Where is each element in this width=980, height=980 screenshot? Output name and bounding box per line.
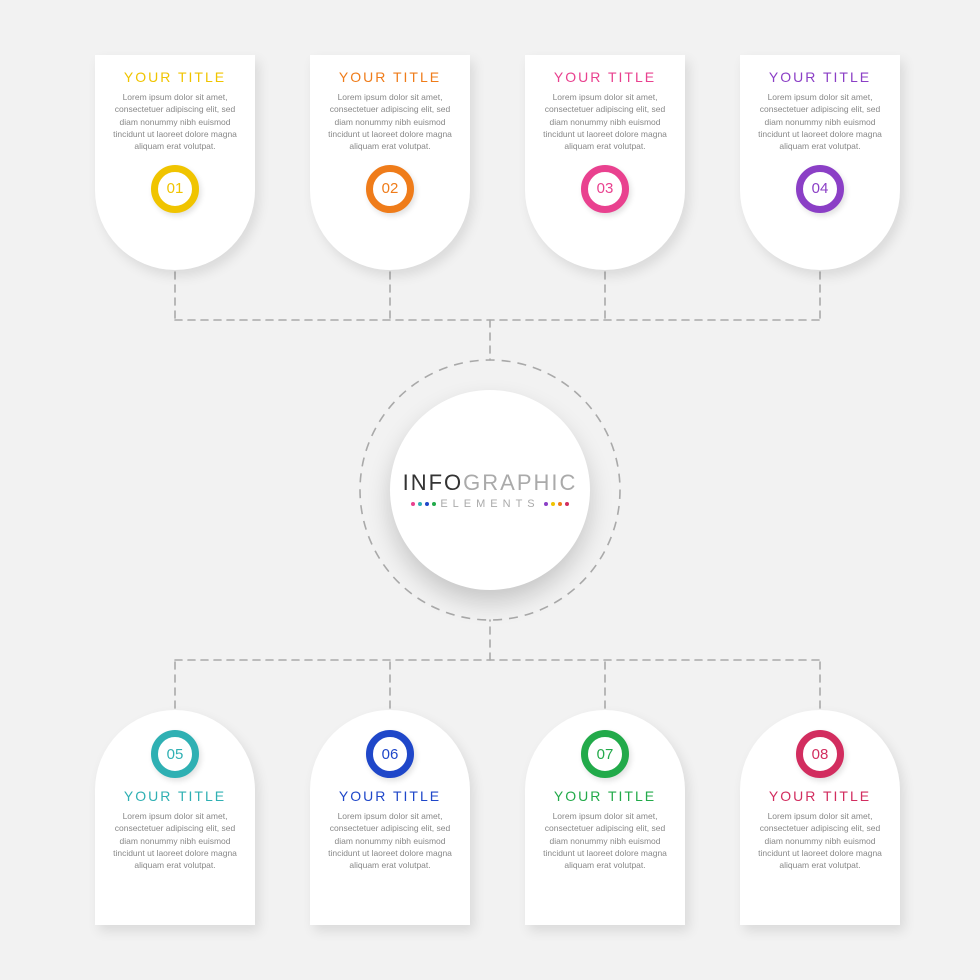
card-number-badge: 05: [151, 730, 199, 778]
card-02: YOUR TITLE Lorem ipsum dolor sit amet, co…: [310, 55, 470, 270]
card-body: Lorem ipsum dolor sit amet, consectetuer…: [107, 91, 243, 153]
card-08: YOUR TITLE Lorem ipsum dolor sit amet, co…: [740, 710, 900, 925]
card-title: YOUR TITLE: [554, 69, 656, 85]
card-04: YOUR TITLE Lorem ipsum dolor sit amet, co…: [740, 55, 900, 270]
card-title: YOUR TITLE: [339, 788, 441, 804]
center-circle: INFOGRAPHIC ELEMENTS: [390, 390, 590, 590]
card-title: YOUR TITLE: [124, 69, 226, 85]
center-dot-row: ELEMENTS: [411, 496, 568, 510]
card-number-badge: 08: [796, 730, 844, 778]
card-body: Lorem ipsum dolor sit amet, consectetuer…: [752, 810, 888, 872]
card-07: YOUR TITLE Lorem ipsum dolor sit amet, co…: [525, 710, 685, 925]
card-number-badge: 04: [796, 165, 844, 213]
card-03: YOUR TITLE Lorem ipsum dolor sit amet, co…: [525, 55, 685, 270]
center-hub: INFOGRAPHIC ELEMENTS: [360, 360, 620, 620]
card-number-badge: 06: [366, 730, 414, 778]
card-number-badge: 03: [581, 165, 629, 213]
card-06: YOUR TITLE Lorem ipsum dolor sit amet, co…: [310, 710, 470, 925]
card-title: YOUR TITLE: [769, 69, 871, 85]
card-number-badge: 07: [581, 730, 629, 778]
card-title: YOUR TITLE: [554, 788, 656, 804]
center-title-grey: GRAPHIC: [463, 470, 577, 495]
card-number-badge: 02: [366, 165, 414, 213]
card-title: YOUR TITLE: [769, 788, 871, 804]
center-title-dark: INFO: [403, 470, 464, 495]
card-body: Lorem ipsum dolor sit amet, consectetuer…: [322, 91, 458, 153]
card-body: Lorem ipsum dolor sit amet, consectetuer…: [752, 91, 888, 153]
card-number-badge: 01: [151, 165, 199, 213]
card-01: YOUR TITLE Lorem ipsum dolor sit amet, co…: [95, 55, 255, 270]
card-body: Lorem ipsum dolor sit amet, consectetuer…: [537, 91, 673, 153]
infographic-stage: INFOGRAPHIC ELEMENTS YOUR TITLE Lorem ips…: [0, 0, 980, 980]
center-title: INFOGRAPHIC: [403, 470, 578, 496]
card-title: YOUR TITLE: [124, 788, 226, 804]
card-body: Lorem ipsum dolor sit amet, consectetuer…: [322, 810, 458, 872]
card-title: YOUR TITLE: [339, 69, 441, 85]
center-subtitle: ELEMENTS: [440, 498, 539, 510]
card-body: Lorem ipsum dolor sit amet, consectetuer…: [107, 810, 243, 872]
card-body: Lorem ipsum dolor sit amet, consectetuer…: [537, 810, 673, 872]
card-05: YOUR TITLE Lorem ipsum dolor sit amet, co…: [95, 710, 255, 925]
